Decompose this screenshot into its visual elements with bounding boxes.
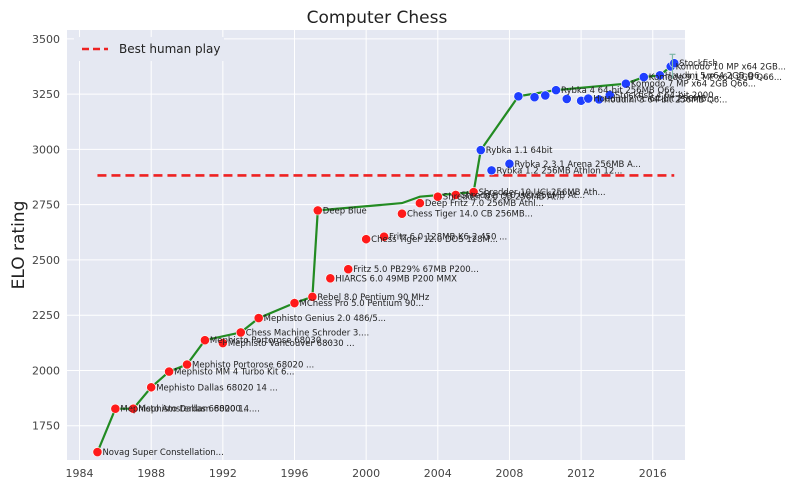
- data-point-8: [235, 327, 246, 338]
- point-label-38: Stockfish: [679, 59, 718, 69]
- y-tick-label: 1750: [32, 420, 60, 433]
- y-tick-label: 2250: [32, 309, 60, 322]
- data-point-20: [450, 190, 461, 200]
- data-point-22: [475, 145, 486, 155]
- data-point-7: [217, 338, 228, 348]
- y-axis: 1750 2000 2250 2500 2750 3000 3250 3500: [32, 33, 60, 433]
- point-label-32: Houdini 3 64-bit 256MB Q6...: [604, 95, 727, 105]
- data-point-23: [486, 165, 497, 176]
- point-label-19: Shredder 8.0 CB 256MB At...: [443, 193, 564, 203]
- point-label-28: Rybka 4 64-bit 256MB Q66...: [561, 86, 683, 96]
- point-label-31: Houdini 2.0c 64-bit 256MB...: [593, 95, 714, 105]
- point-label-7: Mephisto Vancouver 68030 ...: [228, 339, 355, 349]
- data-point-9: [253, 313, 264, 323]
- data-point-21: [468, 187, 479, 197]
- data-point-29: [561, 94, 572, 104]
- data-point-25: [513, 91, 524, 102]
- data-point-36: [655, 70, 665, 81]
- y-tick-label: 2750: [32, 199, 60, 212]
- point-label-34: Komodo 7 MP x64 2GB Q66...: [631, 80, 756, 90]
- data-point-11: [307, 291, 318, 302]
- point-label-35: Komodo 9.1 MP x64 2GB Q66...: [649, 73, 782, 83]
- data-point-18: [414, 198, 425, 209]
- legend: Best human play: [74, 37, 224, 61]
- y-tick-label: 3000: [32, 143, 60, 156]
- x-tick-label: 2008: [495, 467, 523, 480]
- legend-label: Best human play: [119, 42, 220, 56]
- data-point-24: [504, 158, 515, 169]
- data-point-34: [620, 78, 631, 89]
- point-label-10: MChess Pro 5.0 Pentium 90...: [299, 299, 423, 309]
- data-points: [92, 58, 680, 457]
- x-tick-label: 2012: [567, 467, 595, 480]
- x-tick-label: 2004: [424, 467, 452, 480]
- x-tick-label: 1984: [66, 467, 94, 480]
- data-point-26: [529, 92, 540, 103]
- data-point-13: [325, 273, 336, 284]
- data-point-19: [432, 191, 443, 202]
- point-label-12: Deep Blue: [323, 206, 367, 216]
- y-tick-label: 2500: [32, 254, 60, 267]
- point-label-9: Mephisto Genius 2.0 486/5...: [264, 314, 386, 324]
- data-point-0: [92, 447, 103, 457]
- point-label-16: Fritz 6.0 128MB K6-2 450 ...: [389, 233, 507, 243]
- y-tick-label: 3500: [32, 33, 60, 46]
- chart-title: Computer Chess: [307, 8, 448, 28]
- point-label-2: Mephisto Dallas 68020 14 ...: [138, 405, 260, 415]
- data-point-14: [343, 264, 354, 275]
- record-progression-line: [96, 65, 672, 453]
- point-label-5: Mephisto Portorose 68020 ...: [192, 360, 314, 370]
- point-label-36: Houdini 5 x64 2GB Q6...: [665, 71, 768, 81]
- data-point-12: [312, 205, 323, 216]
- data-point-3: [146, 382, 157, 393]
- data-point-35: [638, 72, 649, 82]
- point-label-8: Chess Machine Schroder 3....: [246, 328, 369, 338]
- x-tick-label: 1988: [137, 467, 165, 480]
- point-label-0: Novag Super Constellation...: [102, 448, 223, 458]
- x-tick-label: 2016: [639, 467, 667, 480]
- x-axis: 1984 1988 1992 1996 2000 2004 2008 2012 2016: [66, 467, 667, 480]
- data-point-31: [583, 93, 594, 104]
- point-label-15: Chess Tiger 12.0 DOS 128M...: [371, 235, 498, 245]
- data-point-2: [128, 403, 139, 414]
- point-label-1: Mephisto Amsterdam 68000 ...: [120, 405, 251, 415]
- point-label-6: Mephisto Portorose 68030 ...: [210, 336, 332, 346]
- data-point-17: [397, 208, 407, 219]
- point-label-18: Deep Fritz 7.0 256MB Athl...: [425, 199, 544, 209]
- data-point-1: [110, 403, 121, 414]
- data-point-16: [379, 231, 389, 242]
- point-label-4: Mephisto MM 4 Turbo Kit 6...: [174, 368, 294, 378]
- data-point-6: [200, 335, 210, 346]
- data-point-10: [289, 298, 300, 308]
- point-label-23: Rybka 1.2 256MB Athlon 12...: [497, 166, 623, 176]
- error-bar: [669, 53, 676, 79]
- point-label-11: Rebel 8.0 Pentium 90 MHz: [317, 293, 429, 303]
- x-tick-label: 2000: [352, 467, 380, 480]
- point-label-13: HIARCS 6.0 49MB P200 MMX: [335, 274, 457, 284]
- point-label-21: Shredder 10 UCI 256MB Ath...: [479, 188, 606, 198]
- data-point-15: [361, 234, 372, 245]
- y-tick-label: 2000: [32, 364, 60, 377]
- data-point-4: [164, 366, 175, 377]
- y-tick-label: 3250: [32, 88, 60, 101]
- point-label-20: Shredder 9.0 UCI 256MB At...: [461, 191, 585, 201]
- point-label-3: Mephisto Dallas 68020 14 ...: [156, 383, 278, 393]
- point-label-17: Chess Tiger 14.0 CB 256MB...: [407, 210, 533, 220]
- data-point-28: [551, 85, 561, 96]
- data-point-5: [182, 359, 192, 370]
- data-point-27: [540, 90, 551, 101]
- y-axis-label: ELO rating: [9, 201, 29, 290]
- point-label-37: Komodo 10 MP x64 2GB...: [676, 62, 786, 72]
- x-tick-label: 1996: [280, 467, 308, 480]
- data-point-33: [604, 90, 615, 100]
- point-label-14: Fritz 5.0 PB29% 67MB P200...: [353, 265, 479, 275]
- point-label-22: Rybka 1.1 64bit: [486, 146, 553, 156]
- data-point-32: [594, 94, 604, 105]
- point-labels: Novag Super Constellation... Mephisto Ams…: [102, 59, 786, 458]
- point-label-24: Rybka 2.3.1 Arena 256MB A...: [514, 160, 640, 170]
- point-label-33: Stockfish 4 64-bit 2000...: [615, 91, 722, 101]
- x-tick-label: 1992: [209, 467, 237, 480]
